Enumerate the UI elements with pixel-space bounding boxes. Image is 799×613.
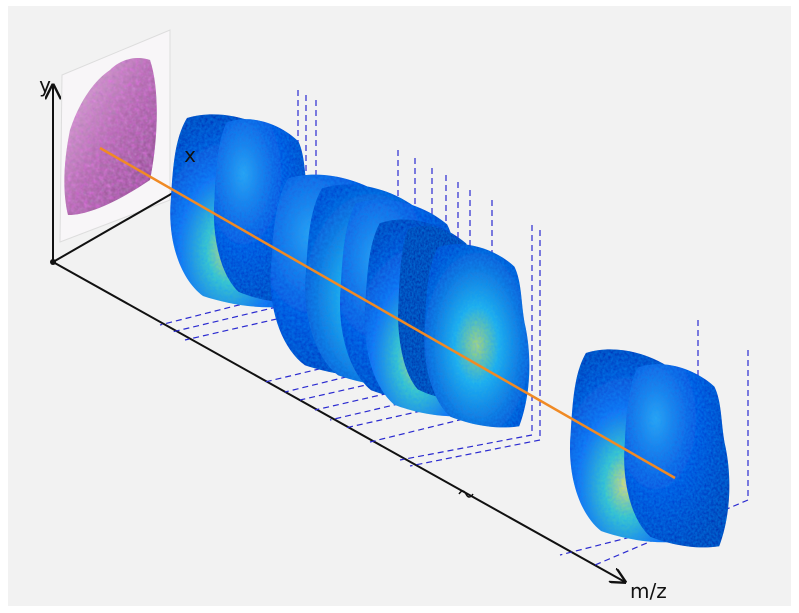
registration-line — [99, 146, 676, 480]
he-slice — [59, 29, 171, 243]
z-axis-label: m/z — [630, 579, 667, 603]
x-axis-label: x — [184, 143, 196, 167]
y-axis-label: y — [39, 73, 51, 97]
axes — [50, 85, 625, 582]
